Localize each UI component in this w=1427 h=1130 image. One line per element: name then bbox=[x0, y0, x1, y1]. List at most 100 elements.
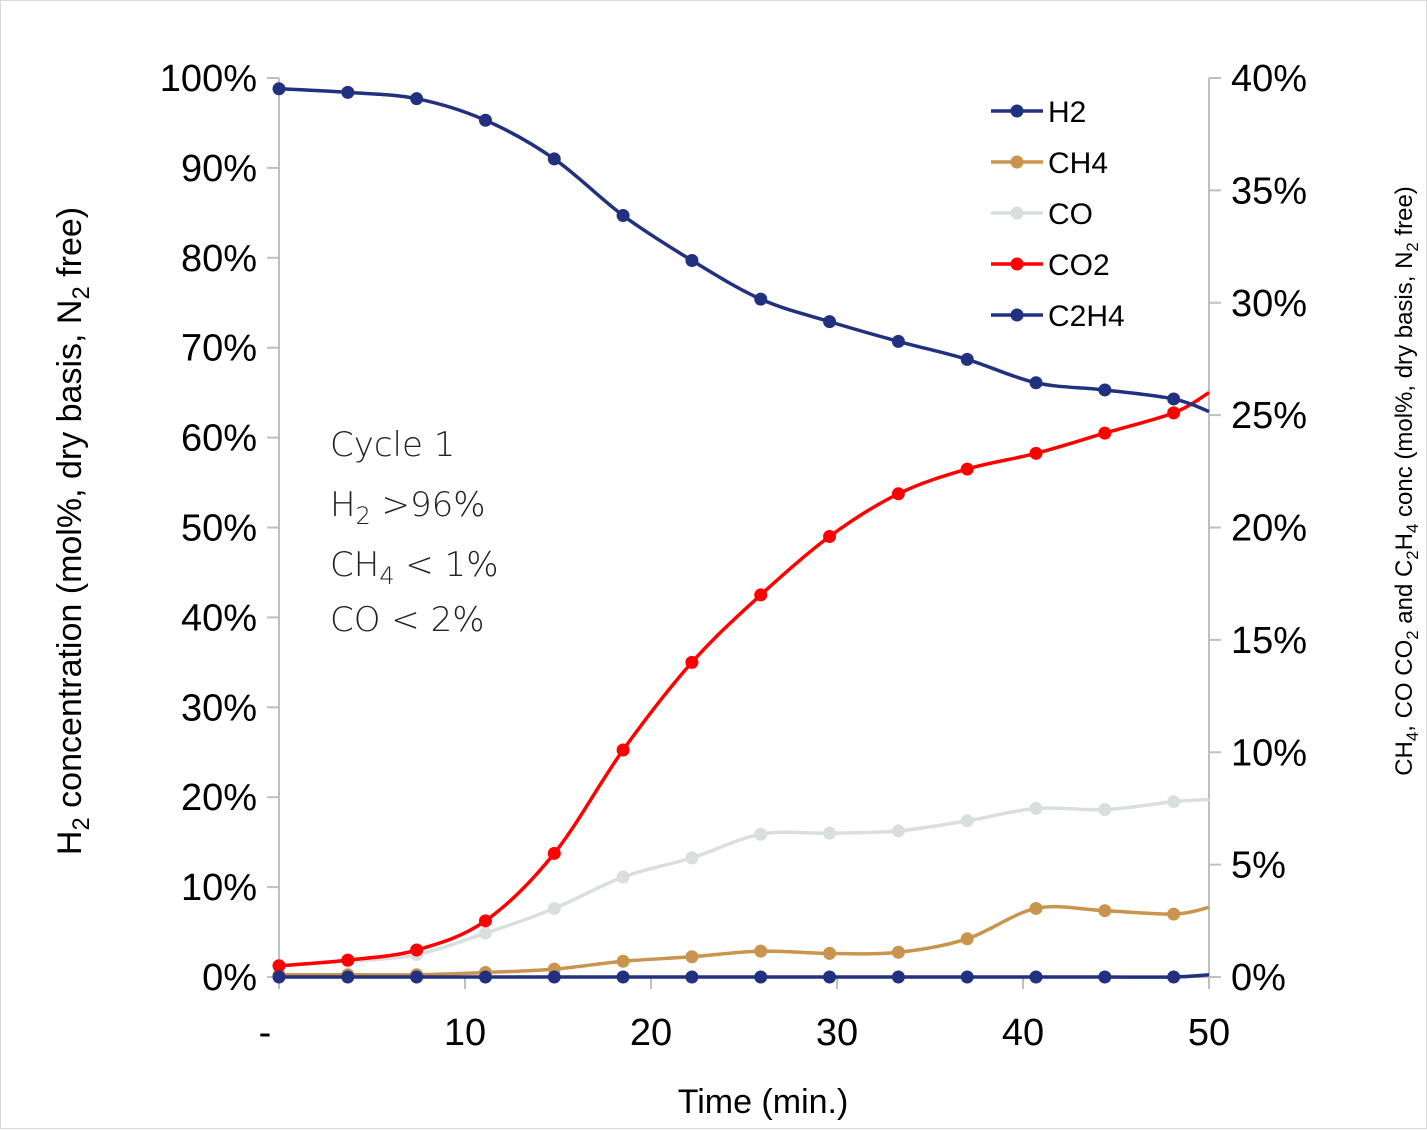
y-tick-label: 0% bbox=[202, 957, 257, 999]
data-point-ch4 bbox=[685, 950, 699, 964]
y-tick-label: 20% bbox=[181, 777, 257, 819]
annotation-text: H bbox=[330, 485, 356, 525]
y2-axis-title-part: conc (mol%, dry basis, N bbox=[1391, 252, 1418, 524]
data-point-co bbox=[960, 814, 974, 828]
y2-tick-label: 5% bbox=[1231, 845, 1286, 887]
data-point-co bbox=[1098, 803, 1112, 817]
data-point-co bbox=[891, 824, 905, 838]
y2-tick-label: 15% bbox=[1231, 620, 1307, 662]
annotation-line: Cycle 1 bbox=[330, 425, 455, 465]
x-tick-label: 50 bbox=[1188, 1012, 1230, 1054]
legend-label: CO bbox=[1048, 198, 1093, 231]
y2-axis-title-sub: 2 bbox=[1403, 630, 1422, 639]
data-point-h2 bbox=[891, 334, 905, 348]
data-point-co bbox=[1167, 795, 1181, 809]
data-point-co bbox=[754, 827, 768, 841]
data-point-h2 bbox=[823, 315, 837, 329]
series-co2 bbox=[272, 391, 1210, 973]
y2-tick-label: 30% bbox=[1231, 283, 1307, 325]
series-line-ch4 bbox=[279, 904, 1210, 977]
y2-tick-label: 40% bbox=[1231, 58, 1307, 100]
y-axis-title-part: concentration (mol%, dry basis, N bbox=[51, 300, 89, 818]
y2-tick-label: 25% bbox=[1231, 395, 1307, 437]
annotation-line: H2 >96% bbox=[330, 485, 486, 530]
data-point-ch4 bbox=[960, 932, 974, 946]
y2-tick-label: 35% bbox=[1231, 170, 1307, 212]
y2-axis-title-sub: 2 bbox=[1403, 242, 1422, 251]
data-point-ch4 bbox=[823, 946, 837, 960]
data-point-h2 bbox=[547, 152, 561, 166]
annotation-line: CH4 < 1% bbox=[330, 545, 499, 590]
y2-tick-label: 0% bbox=[1231, 957, 1286, 999]
data-point-co2 bbox=[1098, 426, 1112, 440]
series-line-co2 bbox=[278, 391, 1210, 968]
legend-swatch-marker bbox=[1010, 206, 1024, 220]
legend: H2 CH4 CO CO2 C2H4 bbox=[991, 96, 1125, 333]
y-axis-title: H2 concentration (mol%, dry basis, N2 fr… bbox=[51, 207, 95, 855]
x-tick-label: 20 bbox=[630, 1012, 672, 1054]
data-point-ch4 bbox=[891, 945, 905, 959]
y2-tick-label: 20% bbox=[1231, 508, 1307, 550]
data-point-h2 bbox=[685, 253, 699, 267]
data-point-c2h4 bbox=[547, 970, 561, 984]
legend-item-h2: H2 bbox=[991, 96, 1086, 129]
data-point-ch4 bbox=[1029, 901, 1043, 915]
data-point-c2h4 bbox=[1029, 970, 1043, 984]
data-point-co2 bbox=[272, 959, 286, 973]
data-point-co2 bbox=[823, 529, 837, 543]
y-axis-title-sub: 2 bbox=[68, 817, 95, 830]
legend-item-ch4: CH4 bbox=[991, 147, 1108, 180]
data-point-co2 bbox=[960, 462, 974, 476]
data-point-h2 bbox=[1167, 392, 1181, 406]
data-point-co bbox=[547, 901, 561, 915]
legend-label: CO2 bbox=[1048, 249, 1110, 282]
data-point-co2 bbox=[616, 743, 630, 757]
data-point-co bbox=[685, 851, 699, 865]
data-point-h2 bbox=[478, 113, 492, 127]
data-point-co2 bbox=[547, 846, 561, 860]
data-point-co bbox=[823, 826, 837, 840]
data-point-co bbox=[1029, 801, 1043, 815]
y-tick-label: 100% bbox=[160, 58, 257, 100]
data-point-h2 bbox=[1029, 376, 1043, 390]
x-axis-title: Time (min.) bbox=[678, 1083, 849, 1121]
data-point-co2 bbox=[1029, 446, 1043, 460]
legend-item-c2h4: C2H4 bbox=[991, 300, 1125, 333]
y-tick-label: 80% bbox=[181, 238, 257, 280]
data-point-c2h4 bbox=[960, 970, 974, 984]
annotation: Cycle 1 H2 >96% CH4 < 1% CO < 2% bbox=[330, 425, 499, 640]
data-point-h2 bbox=[272, 82, 286, 96]
data-point-c2h4 bbox=[1167, 970, 1181, 984]
data-point-c2h4 bbox=[1098, 970, 1112, 984]
legend-swatch-marker bbox=[1010, 308, 1024, 322]
data-point-co2 bbox=[478, 914, 492, 928]
x-tick-label: 10 bbox=[444, 1012, 486, 1054]
series-c2h4 bbox=[272, 970, 1210, 984]
data-point-ch4 bbox=[1098, 904, 1112, 918]
x-tick-label: - bbox=[259, 1012, 272, 1054]
data-point-c2h4 bbox=[272, 970, 286, 984]
axes-layer: 0% 10% 20% 30% 40% 50% 60% 70% 80% 90% 100% 0% 5% 10%… bbox=[160, 58, 1307, 1054]
data-point-c2h4 bbox=[478, 970, 492, 984]
series-line-co bbox=[278, 797, 1210, 968]
legend-swatch-marker bbox=[1010, 155, 1024, 169]
y-axis-title-part: H bbox=[51, 831, 89, 856]
data-point-co bbox=[478, 926, 492, 940]
data-point-co2 bbox=[1167, 406, 1181, 420]
legend-swatch-marker bbox=[1010, 104, 1024, 118]
y-tick-label: 90% bbox=[181, 148, 257, 190]
data-point-ch4 bbox=[616, 954, 630, 968]
data-point-h2 bbox=[341, 85, 355, 99]
series-layer bbox=[272, 82, 1210, 984]
annotation-text: CH bbox=[330, 545, 379, 585]
y2-axis-title-sub: 4 bbox=[1403, 732, 1422, 741]
legend-label: C2H4 bbox=[1048, 300, 1125, 333]
legend-label: H2 bbox=[1048, 96, 1086, 129]
x-tick-label: 30 bbox=[816, 1012, 858, 1054]
data-point-co bbox=[616, 870, 630, 884]
legend-item-co: CO bbox=[991, 198, 1093, 231]
y-tick-label: 30% bbox=[181, 687, 257, 729]
data-point-h2 bbox=[616, 209, 630, 223]
